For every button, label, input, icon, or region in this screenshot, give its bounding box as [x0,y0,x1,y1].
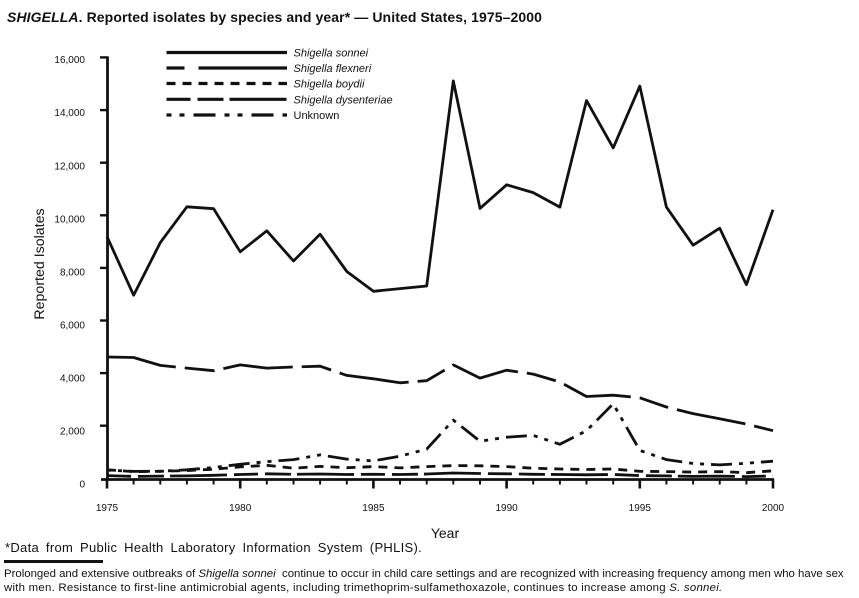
svg-text:6,000: 6,000 [60,320,85,331]
svg-text:1975: 1975 [96,503,119,514]
svg-text:0: 0 [79,480,85,491]
svg-text:2,000: 2,000 [60,426,85,437]
svg-text:8,000: 8,000 [60,267,85,278]
svg-text:1995: 1995 [629,503,652,514]
svg-text:Unknown: Unknown [294,110,340,122]
svg-text:Shigella flexneri: Shigella flexneri [294,63,372,75]
svg-text:Shigella dysenteriae: Shigella dysenteriae [294,95,393,107]
svg-text:16,000: 16,000 [54,55,85,66]
svg-text:14,000: 14,000 [54,108,85,119]
svg-text:2000: 2000 [762,503,785,514]
svg-text:Shigella sonnei: Shigella sonnei [294,48,369,60]
svg-text:12,000: 12,000 [54,161,85,172]
svg-text:Shigella boydii: Shigella boydii [294,79,365,91]
svg-text:1990: 1990 [495,503,518,514]
svg-text:4,000: 4,000 [60,373,85,384]
svg-text:Reported Isolates: Reported Isolates [32,208,48,319]
svg-text:1980: 1980 [229,503,252,514]
svg-text:Year: Year [431,525,460,541]
svg-text:1985: 1985 [362,503,385,514]
svg-text:10,000: 10,000 [54,214,85,225]
